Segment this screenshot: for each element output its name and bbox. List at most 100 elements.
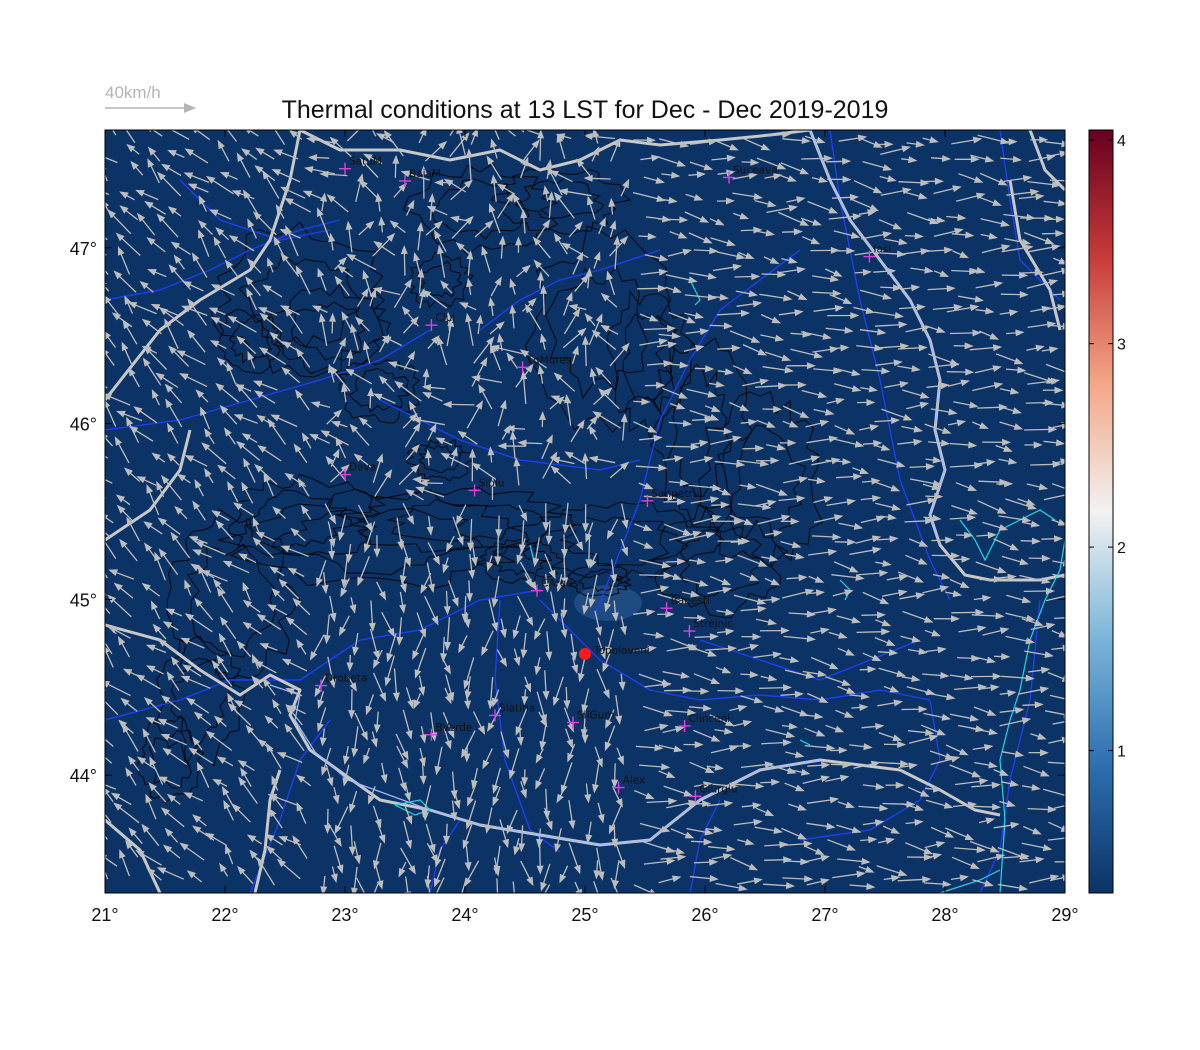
wind-vector bbox=[694, 633, 719, 641]
wind-vector bbox=[281, 658, 308, 672]
wind-vector bbox=[733, 212, 750, 220]
wind-vector bbox=[849, 692, 870, 700]
wind-vector bbox=[363, 153, 383, 165]
wind-vector bbox=[542, 670, 550, 701]
wind-vector bbox=[337, 515, 346, 541]
wind-vector bbox=[157, 638, 178, 653]
wind-vector bbox=[427, 423, 437, 441]
wind-vector bbox=[849, 743, 873, 751]
wind-vector bbox=[833, 230, 861, 239]
wind-vector bbox=[561, 555, 569, 587]
wind-vector bbox=[326, 409, 343, 425]
wind-vector bbox=[539, 411, 546, 428]
wind-vector bbox=[233, 414, 258, 424]
lat-tick-label: 47° bbox=[70, 239, 97, 259]
wind-vector bbox=[440, 636, 447, 663]
wind-vector bbox=[736, 877, 763, 885]
wind-vector bbox=[382, 335, 402, 347]
wind-vector bbox=[182, 664, 202, 677]
wind-vector bbox=[156, 867, 185, 880]
wind-vector bbox=[764, 351, 792, 362]
wind-vector bbox=[923, 880, 952, 888]
wind-vector bbox=[419, 726, 427, 744]
wind-vector bbox=[609, 342, 630, 367]
wind-vector bbox=[993, 821, 1020, 829]
wind-vector bbox=[524, 676, 531, 693]
wind-vector bbox=[484, 807, 493, 834]
wind-vector bbox=[995, 444, 1013, 452]
wind-vector bbox=[259, 312, 283, 333]
wind-vector bbox=[151, 389, 160, 406]
wind-vector bbox=[591, 329, 617, 351]
wind-vector bbox=[116, 410, 143, 422]
contour-line bbox=[272, 507, 485, 576]
wind-vector bbox=[729, 514, 754, 526]
wind-vector bbox=[421, 384, 446, 391]
wind-vector bbox=[980, 218, 1010, 227]
wind-vector bbox=[1051, 630, 1065, 638]
station-satum: SatuM bbox=[339, 156, 382, 175]
wind-vector bbox=[837, 857, 871, 865]
wind-vector bbox=[422, 392, 443, 402]
wind-vector bbox=[478, 384, 493, 410]
wind-vector bbox=[683, 578, 709, 587]
wind-vector bbox=[262, 284, 283, 298]
wind-vector bbox=[544, 807, 553, 831]
wind-vector bbox=[644, 254, 669, 262]
wind-vector bbox=[349, 423, 370, 447]
wind-vector bbox=[582, 592, 589, 615]
wind-vector bbox=[905, 191, 928, 200]
wind-vector bbox=[245, 130, 259, 137]
wind-vector bbox=[999, 421, 1024, 430]
wind-vector bbox=[808, 575, 825, 583]
wind-vector bbox=[142, 728, 156, 753]
wind-vector bbox=[318, 313, 328, 347]
wind-vector bbox=[587, 195, 596, 220]
wind-vector bbox=[807, 477, 826, 485]
wind-vector bbox=[826, 157, 852, 165]
wind-vector bbox=[395, 733, 409, 761]
wind-vector bbox=[270, 414, 298, 428]
wind-vector bbox=[486, 555, 494, 572]
wind-vector bbox=[285, 225, 299, 257]
wind-vector bbox=[534, 657, 542, 676]
wind-vector bbox=[119, 191, 135, 201]
wind-vector bbox=[835, 473, 863, 481]
wind-vector bbox=[247, 218, 257, 239]
wind-vector bbox=[923, 712, 952, 721]
wind-vector bbox=[658, 216, 689, 224]
wind-vector bbox=[665, 274, 698, 284]
wind-vector bbox=[604, 581, 615, 613]
wind-vector bbox=[693, 781, 713, 789]
wind-vector bbox=[461, 878, 467, 893]
wind-vector bbox=[536, 828, 543, 849]
wind-vector bbox=[977, 500, 1007, 514]
wind-vector bbox=[644, 681, 672, 689]
wind-vector bbox=[466, 250, 474, 276]
wind-vector bbox=[107, 626, 131, 639]
station-label: Suceava bbox=[733, 164, 778, 176]
wind-vector bbox=[356, 877, 366, 893]
wind-vector bbox=[862, 783, 885, 790]
wind-vector bbox=[705, 826, 723, 834]
contour-line bbox=[558, 516, 689, 566]
wind-vector bbox=[897, 571, 924, 583]
wind-vector bbox=[730, 538, 747, 546]
wind-vector bbox=[192, 500, 206, 521]
wind-vector bbox=[611, 824, 619, 848]
wind-vector bbox=[742, 444, 765, 452]
wind-vector bbox=[192, 814, 207, 827]
contour-line bbox=[567, 562, 633, 597]
wind-vector bbox=[445, 535, 455, 553]
wind-vector bbox=[518, 825, 526, 853]
wind-vector bbox=[1054, 617, 1065, 620]
wind-vector bbox=[494, 536, 502, 566]
wind-vector bbox=[329, 136, 353, 158]
wind-vector bbox=[806, 822, 836, 830]
wind-vector bbox=[237, 760, 255, 771]
wind-vector bbox=[1049, 874, 1065, 882]
wind-vector bbox=[638, 233, 657, 240]
wind-vector bbox=[1022, 701, 1044, 709]
wind-vector bbox=[737, 643, 759, 652]
wind-vector bbox=[741, 802, 762, 810]
